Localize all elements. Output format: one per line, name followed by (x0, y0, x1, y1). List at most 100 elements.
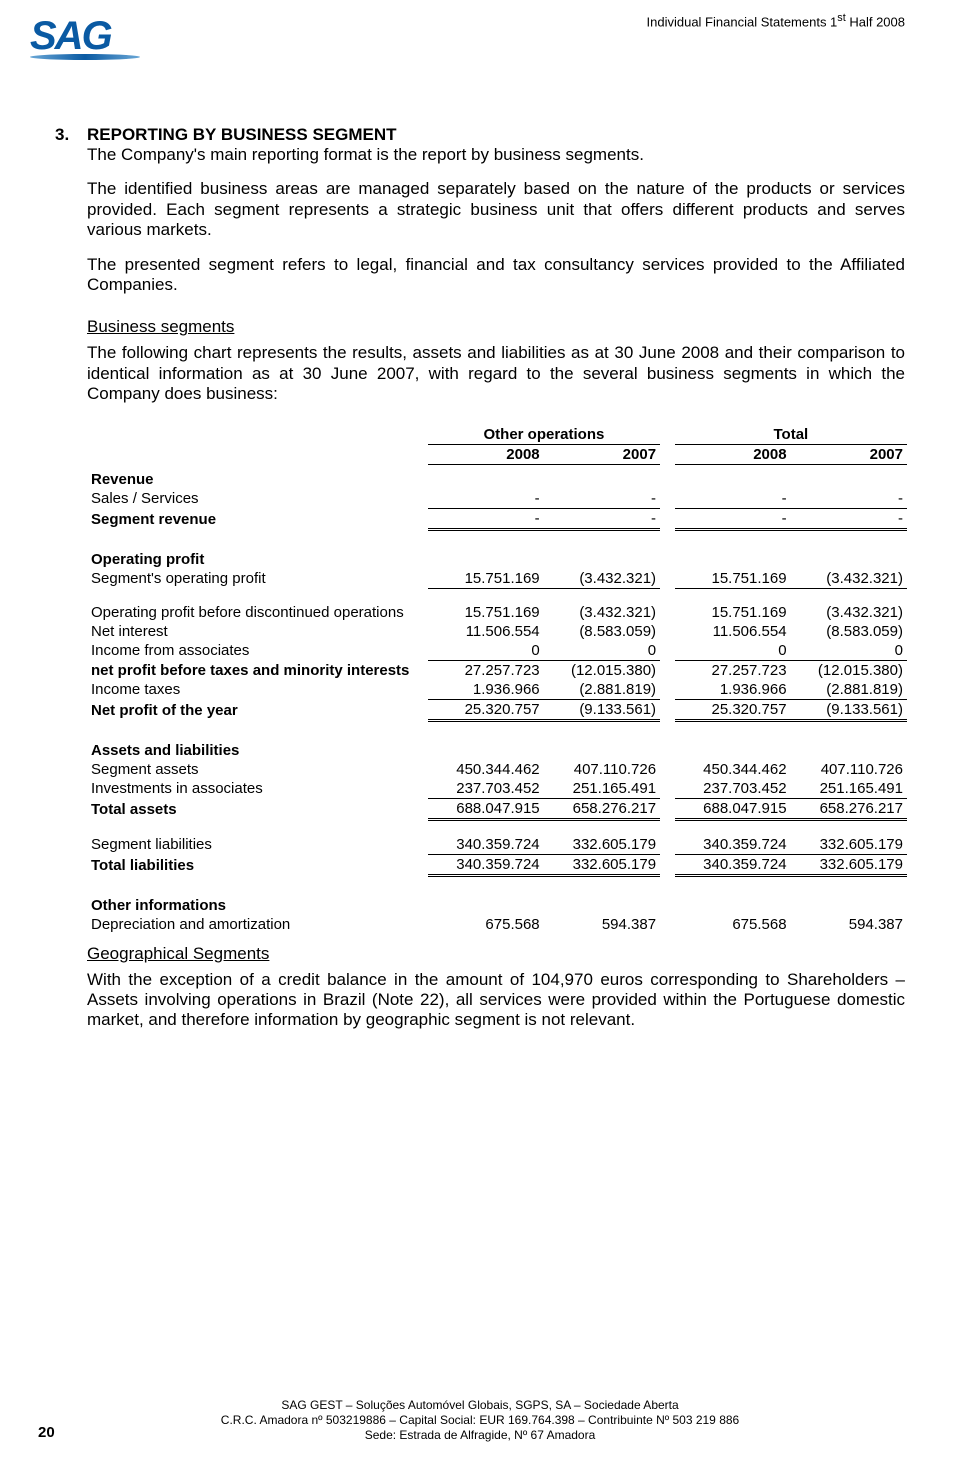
footer-line-3: Sede: Estrada de Alfragide, Nº 67 Amador… (0, 1428, 960, 1443)
cell: 688.047.915 (428, 798, 544, 819)
row-inv-assoc: Investments in associates 237.703.452 25… (87, 779, 907, 799)
cell: 15.751.169 (428, 569, 544, 589)
section-heading-row: 3. REPORTING BY BUSINESS SEGMENT (55, 125, 905, 145)
paragraph-3: The presented segment refers to legal, f… (87, 255, 905, 296)
doc-title-sup: st (837, 12, 845, 24)
row-seg-liab: Segment liabilities 340.359.724 332.605.… (87, 835, 907, 855)
table-header-group: Other operations Total (87, 425, 907, 445)
logo-text: SAG (30, 18, 140, 54)
cell: (2.881.819) (544, 680, 660, 700)
label-net-before-tax: net profit before taxes and minority int… (87, 660, 428, 680)
label-net-interest: Net interest (87, 622, 428, 641)
doc-title-tail: Half 2008 (846, 14, 905, 29)
cell: 15.751.169 (675, 569, 791, 589)
cell: 0 (675, 641, 791, 661)
page: Individual Financial Statements 1st Half… (0, 0, 960, 1475)
cell: (8.583.059) (544, 622, 660, 641)
cell: - (544, 489, 660, 509)
row-op-profit-head: Operating profit (87, 545, 907, 569)
row-segment-revenue: Segment revenue - - - - (87, 508, 907, 529)
row-net-before-tax: net profit before taxes and minority int… (87, 660, 907, 680)
row-assets-liab-head: Assets and liabilities (87, 736, 907, 760)
logo: SAG (30, 18, 140, 60)
doc-header-title: Individual Financial Statements 1st Half… (647, 12, 905, 29)
label-segment-revenue: Segment revenue (87, 508, 428, 529)
row-seg-op-profit: Segment's operating profit 15.751.169 (3… (87, 569, 907, 589)
label-op-profit: Operating profit (87, 545, 428, 569)
label-inv-assoc: Investments in associates (87, 779, 428, 799)
row-seg-assets: Segment assets 450.344.462 407.110.726 4… (87, 760, 907, 779)
cell: (9.133.561) (544, 699, 660, 720)
col-year-t07: 2007 (791, 444, 907, 464)
label-net-profit-year: Net profit of the year (87, 699, 428, 720)
cell: 675.568 (675, 915, 791, 934)
row-income-taxes: Income taxes 1.936.966 (2.881.819) 1.936… (87, 680, 907, 700)
cell: (3.432.321) (544, 603, 660, 622)
cell: 658.276.217 (544, 798, 660, 819)
label-income-taxes: Income taxes (87, 680, 428, 700)
cell: 0 (428, 641, 544, 661)
cell: 251.165.491 (544, 779, 660, 799)
col-head-other: Other operations (428, 425, 660, 445)
row-total-liab: Total liabilities 340.359.724 332.605.17… (87, 854, 907, 875)
cell: (3.432.321) (791, 603, 907, 622)
section-title: REPORTING BY BUSINESS SEGMENT (87, 125, 397, 144)
cell: 1.936.966 (675, 680, 791, 700)
row-income-assoc: Income from associates 0 0 0 0 (87, 641, 907, 661)
cell: 1.936.966 (428, 680, 544, 700)
footer-line-1: SAG GEST – Soluções Automóvel Globais, S… (0, 1398, 960, 1413)
label-op-before-disc: Operating profit before discontinued ope… (87, 603, 428, 622)
paragraph-4: The following chart represents the resul… (87, 343, 905, 404)
cell: (3.432.321) (791, 569, 907, 589)
cell: 340.359.724 (675, 854, 791, 875)
cell: - (675, 489, 791, 509)
label-income-assoc: Income from associates (87, 641, 428, 661)
cell: 340.359.724 (428, 835, 544, 855)
label-total-assets: Total assets (87, 798, 428, 819)
label-other-info: Other informations (87, 891, 428, 915)
cell: 658.276.217 (791, 798, 907, 819)
cell: (12.015.380) (544, 660, 660, 680)
cell: 237.703.452 (675, 779, 791, 799)
content-region: 3. REPORTING BY BUSINESS SEGMENT The Com… (55, 125, 905, 1039)
cell: 332.605.179 (544, 854, 660, 875)
cell: - (791, 489, 907, 509)
cell: 251.165.491 (791, 779, 907, 799)
row-other-info-head: Other informations (87, 891, 907, 915)
label-seg-liab: Segment liabilities (87, 835, 428, 855)
label-seg-assets: Segment assets (87, 760, 428, 779)
label-dep-amort: Depreciation and amortization (87, 915, 428, 934)
cell: 450.344.462 (675, 760, 791, 779)
cell: (9.133.561) (791, 699, 907, 720)
cell: 407.110.726 (544, 760, 660, 779)
cell: 594.387 (791, 915, 907, 934)
cell: 11.506.554 (675, 622, 791, 641)
col-year-o08: 2008 (428, 444, 544, 464)
cell: 25.320.757 (675, 699, 791, 720)
cell: 332.605.179 (544, 835, 660, 855)
cell: 332.605.179 (791, 835, 907, 855)
paragraph-1: The Company's main reporting format is t… (87, 145, 905, 165)
subheading-geographical-segments: Geographical Segments (87, 944, 905, 964)
cell: (8.583.059) (791, 622, 907, 641)
cell: - (675, 508, 791, 529)
cell: (3.432.321) (544, 569, 660, 589)
row-net-profit-year: Net profit of the year 25.320.757 (9.133… (87, 699, 907, 720)
row-total-assets: Total assets 688.047.915 658.276.217 688… (87, 798, 907, 819)
cell: - (428, 489, 544, 509)
footer-line-2: C.R.C. Amadora nº 503219886 – Capital So… (0, 1413, 960, 1428)
row-net-interest: Net interest 11.506.554 (8.583.059) 11.5… (87, 622, 907, 641)
cell: 675.568 (428, 915, 544, 934)
cell: 27.257.723 (675, 660, 791, 680)
label-assets-liab: Assets and liabilities (87, 736, 428, 760)
cell: 237.703.452 (428, 779, 544, 799)
cell: 15.751.169 (428, 603, 544, 622)
section-number: 3. (55, 125, 87, 145)
col-year-t08: 2008 (675, 444, 791, 464)
label-revenue: Revenue (87, 464, 428, 489)
cell: 27.257.723 (428, 660, 544, 680)
cell: - (791, 508, 907, 529)
col-year-o07: 2007 (544, 444, 660, 464)
doc-title-text: Individual Financial Statements 1 (647, 14, 838, 29)
cell: (2.881.819) (791, 680, 907, 700)
